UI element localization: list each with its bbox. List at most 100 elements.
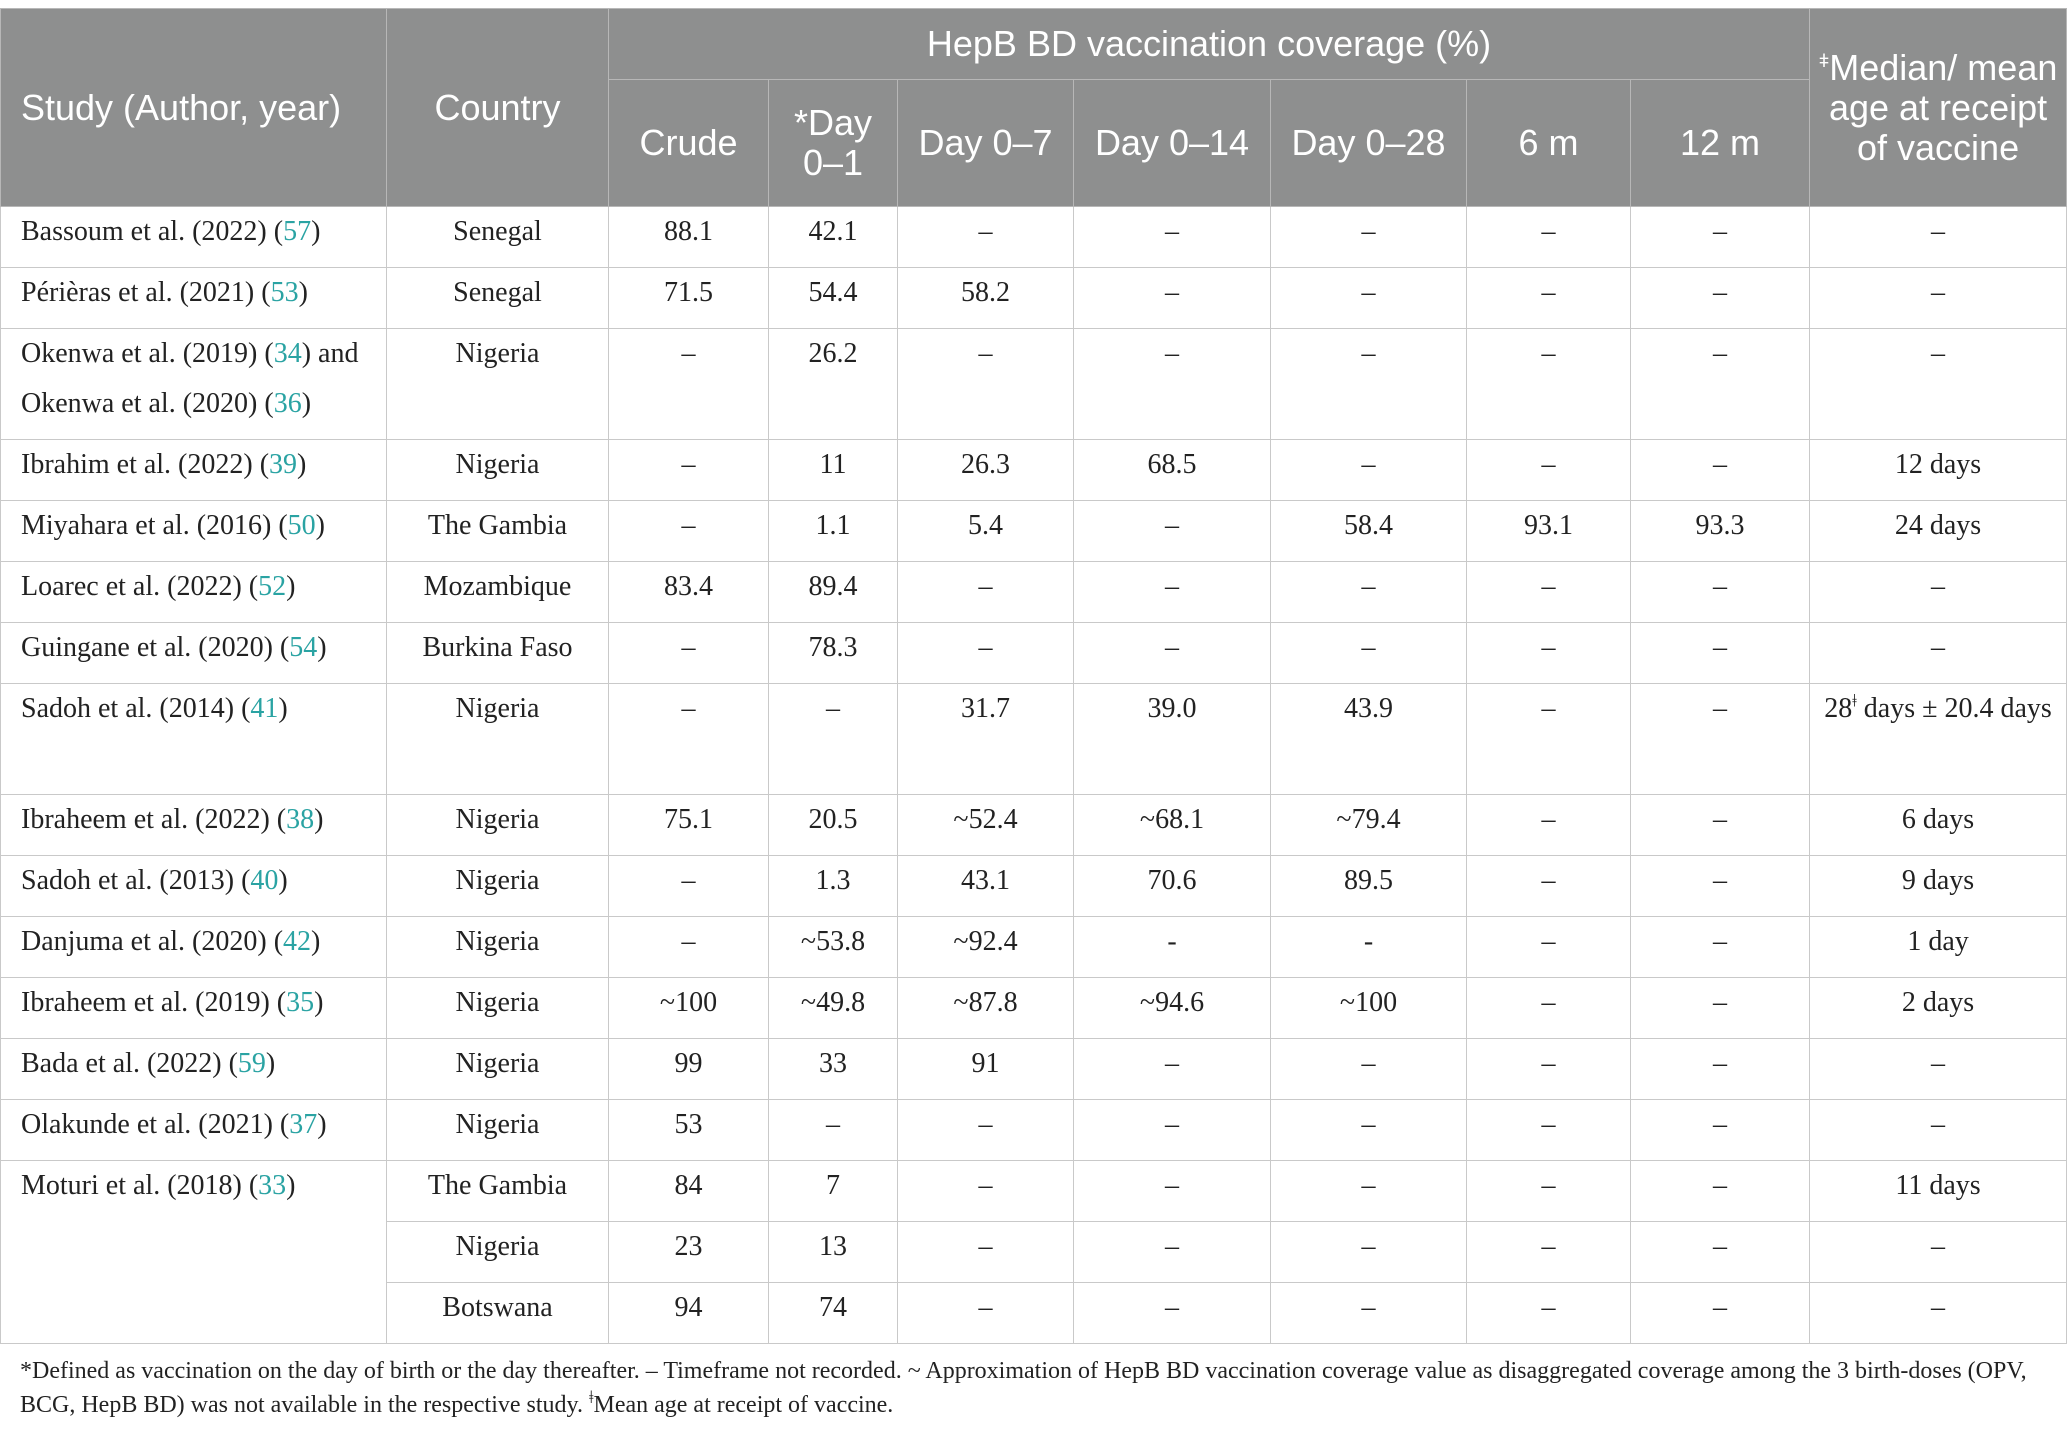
coverage-cell: – [1270,561,1467,623]
coverage-cell: – [1073,561,1271,623]
header-country: Country [386,8,609,207]
study-text: Sadoh et al. (2013) ( [21,865,251,896]
coverage-cell: – [1073,1099,1271,1161]
age-cell: 1 day [1809,916,2068,978]
table-row: Ibrahim et al. (2022) (39) Nigeria –11 26.3… [0,439,2068,501]
coverage-cell: 70.6 [1073,855,1271,917]
coverage-cell: – [897,1099,1074,1161]
table-row: Danjuma et al. (2020) (42) Nigeria – ~53.8 ~… [0,916,2068,978]
table-row: Bada et al. (2022) (59) Nigeria 99 33 91– – – –… [0,1038,2068,1100]
coverage-cell: – [897,206,1074,268]
coverage-cell: – [1629,1160,1811,1222]
age-cell: – [1809,1221,2068,1283]
coverage-cell: 89.5 [1270,855,1467,917]
coverage-cell: ~92.4 [897,916,1074,978]
study-text: Moturi et al. (2018) ( [21,1170,259,1201]
country-cell: Nigeria [386,1099,609,1161]
coverage-cell: 89.4 [768,561,898,623]
close-paren: ) [301,388,312,419]
age-cell: – [1809,561,2068,623]
coverage-cell: ~100 [608,977,769,1039]
coverage-cell: 74 [768,1282,898,1344]
study-text: Okenwa et al. (2019) ( [21,338,274,369]
coverage-cell: – [608,855,769,917]
coverage-cell: 23 [608,1221,769,1283]
coverage-cell: – [1270,1038,1467,1100]
country-cell: Burkina Faso [386,622,609,684]
reference-link: 37 [289,1109,318,1140]
table-row: Olakunde et al. (2021) (37) Nigeria 53– – – –… [0,1099,2068,1161]
study-cell: Périèras et al. (2021) (53) [0,267,387,329]
table-row: Ibraheem et al. (2022) (38) Nigeria 75.1 20… [0,794,2068,856]
table-row: Okenwa et al. (2019) (34) and Okenwa et … [0,328,2068,440]
age-cell: – [1809,1038,2068,1100]
reference-link: 34 [273,338,302,369]
coverage-cell: – [608,500,769,562]
coverage-cell: 83.4 [608,561,769,623]
coverage-cell: 26.2 [768,328,898,440]
country-cell: Botswana [386,1282,609,1344]
study-text: Danjuma et al. (2020) ( [21,926,284,957]
header-12m: 12 m [1629,79,1811,207]
close-paren: ) [317,1109,327,1140]
study-text-2: ) and Okenwa et al. (2020) ( [21,338,359,419]
reference-link: 40 [250,865,279,896]
study-cell: Olakunde et al. (2021) (37) [0,1099,387,1161]
coverage-cell: – [1073,1282,1271,1344]
coverage-cell: – [1073,1221,1271,1283]
close-paren: ) [278,865,288,896]
coverage-cell: – [1629,977,1811,1039]
header-day0-14: Day 0–14 [1073,79,1271,207]
coverage-cell: – [897,328,1074,440]
age-cell: 2 days [1809,977,2068,1039]
study-text: Ibrahim et al. (2022) ( [21,449,270,480]
header-day0-1: *Day 0–1 [768,79,898,207]
study-text: Loarec et al. (2022) ( [21,571,259,602]
study-cell: Ibrahim et al. (2022) (39) [0,439,387,501]
study-text: Olakunde et al. (2021) ( [21,1109,290,1140]
age-value: 28 [1824,693,1853,724]
country-cell: Nigeria [386,916,609,978]
coverage-cell: – [608,439,769,501]
coverage-cell: – [1466,561,1631,623]
coverage-table: Study (Author, year) Country HepB BD vac… [0,8,2068,1344]
table-row: Bassoum et al. (2022) (57) Senegal 88.1 42.… [0,206,2068,268]
coverage-cell: – [1629,439,1811,501]
coverage-cell: – [897,1221,1074,1283]
close-paren: ) [298,277,308,308]
age-cell: – [1809,1099,2068,1161]
coverage-cell: – [1629,561,1811,623]
age-cell: 6 days [1809,794,2068,856]
close-paren: ) [315,510,325,541]
coverage-cell: – [1073,622,1271,684]
table-row: Nigeria 23 13– – – – – – [1,1221,2068,1283]
coverage-cell: ~100 [1270,977,1467,1039]
coverage-cell: 88.1 [608,206,769,268]
coverage-cell: – [897,1282,1074,1344]
coverage-cell: – [1073,206,1271,268]
coverage-cell: – [1629,683,1811,795]
coverage-cell: – [1466,1221,1631,1283]
table-body: Bassoum et al. (2022) (57) Senegal 88.1 42.… [0,206,2068,1344]
coverage-cell: – [1629,1038,1811,1100]
coverage-cell: – [1466,977,1631,1039]
coverage-cell: – [1629,855,1811,917]
study-text: Bassoum et al. (2022) ( [21,216,284,247]
coverage-cell: 11 [768,439,898,501]
header-coverage-group: HepB BD vaccination coverage (%) [607,8,1811,80]
coverage-cell: 1.3 [768,855,898,917]
coverage-cell: – [1466,1282,1631,1344]
coverage-cell: 31.7 [897,683,1074,795]
coverage-cell: 84 [608,1160,769,1222]
table-row: Loarec et al. (2022) (52) Mozambique 83.4 8… [0,561,2068,623]
reference-link: 57 [283,216,312,247]
footnote-text-1: *Defined as vaccination on the day of bi… [20,1358,2027,1418]
coverage-cell: ~79.4 [1270,794,1467,856]
coverage-cell: – [897,622,1074,684]
coverage-cell: 33 [768,1038,898,1100]
footnote-text-2: Mean age at receipt of vaccine. [593,1392,894,1418]
coverage-cell: – [1629,1099,1811,1161]
close-paren: ) [265,1048,276,1079]
study-text: Ibraheem et al. (2022) ( [21,804,287,835]
header-day0-7: Day 0–7 [897,79,1074,207]
